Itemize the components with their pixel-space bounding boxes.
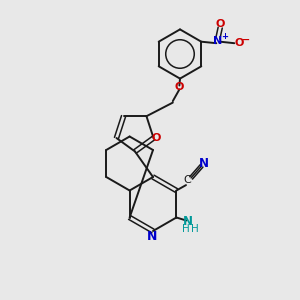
Text: N: N [199,157,209,170]
Text: H: H [190,224,198,235]
Text: N: N [213,36,222,46]
Text: H: H [182,224,190,235]
Text: +: + [221,32,228,41]
Text: N: N [147,230,158,243]
Text: N: N [183,215,193,228]
Text: C: C [184,175,191,185]
Text: O: O [234,38,244,48]
Text: O: O [152,133,161,143]
Text: O: O [215,19,225,29]
Text: O: O [175,82,184,92]
Text: −: − [242,34,250,45]
